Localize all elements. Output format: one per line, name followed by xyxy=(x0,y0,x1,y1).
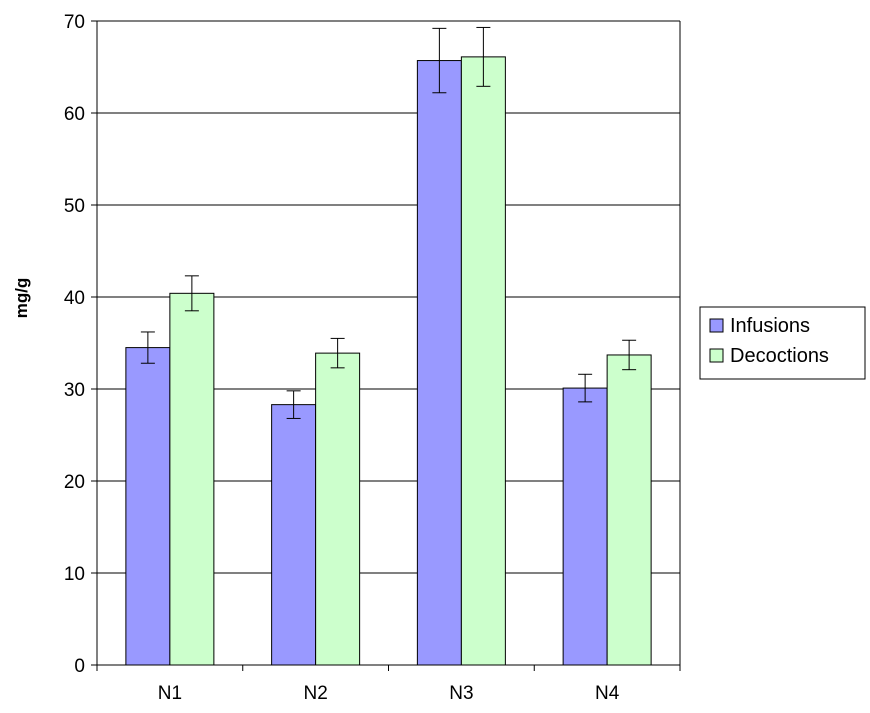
bar-decoctions-n3 xyxy=(460,56,506,666)
error-bars xyxy=(140,26,637,419)
y-tick-label: 60 xyxy=(64,104,85,125)
y-tick-label: 0 xyxy=(74,656,85,677)
x-category-label: N1 xyxy=(158,683,182,704)
y-tick-label: 50 xyxy=(64,196,85,217)
y-axis-label: mg/g xyxy=(12,278,31,319)
bar-infusions-n3 xyxy=(416,60,462,666)
legend-box xyxy=(699,306,866,380)
bar-infusions-n2 xyxy=(271,404,317,666)
y-tick-label: 40 xyxy=(64,288,85,309)
bar-infusions-n1 xyxy=(125,347,171,666)
bars xyxy=(125,56,652,666)
bar-infusions-n4 xyxy=(562,387,608,666)
bar-decoctions-n2 xyxy=(315,352,361,666)
y-tick-label: 70 xyxy=(64,12,85,33)
legend: Infusions Decoctions xyxy=(699,306,866,380)
x-category-label: N2 xyxy=(303,683,327,704)
x-category-label: N3 xyxy=(449,683,473,704)
y-tick-label: 20 xyxy=(64,472,85,493)
legend-label-infusions: Infusions xyxy=(730,315,810,337)
y-tick-label: 10 xyxy=(64,564,85,585)
bar-decoctions-n1 xyxy=(169,292,215,666)
y-tick-label: 30 xyxy=(64,380,85,401)
legend-swatch-infusions xyxy=(709,318,724,333)
axes: 0 10 20 30 40 50 60 70 N1 N2 N3 N4 xyxy=(64,12,681,704)
bar-decoctions-n4 xyxy=(606,354,652,666)
legend-swatch-decoctions xyxy=(709,348,724,363)
legend-label-decoctions: Decoctions xyxy=(730,345,829,367)
x-category-label: N4 xyxy=(595,683,620,704)
